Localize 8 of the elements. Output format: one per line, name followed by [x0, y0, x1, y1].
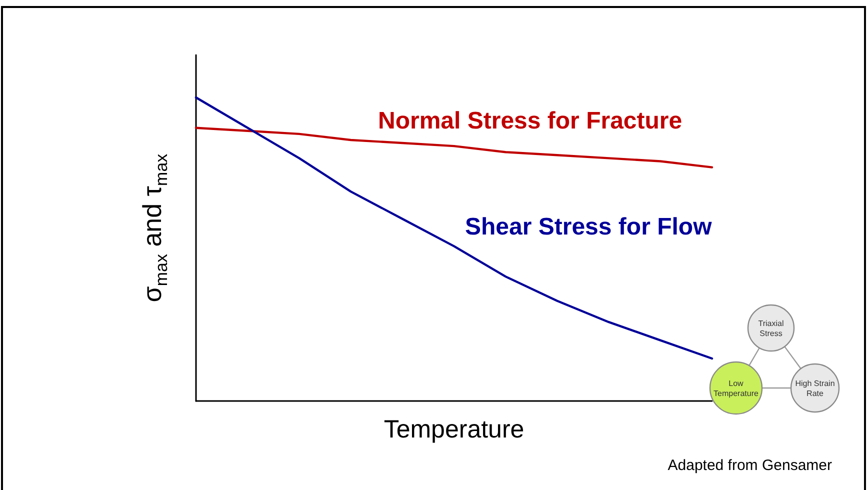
y-axis-title: σmax and τmax	[137, 153, 171, 302]
series-label: Normal Stress for Fracture	[378, 108, 682, 134]
circle-node: Low Temperature	[709, 361, 763, 415]
circle-node: High Strain Rate	[790, 363, 840, 413]
text: Adapted from Gensamer	[668, 457, 832, 474]
circle-node: Triaxial Stress	[747, 304, 795, 352]
series-label: Shear Stress for Flow	[465, 214, 712, 240]
x-axis-title: Temperature	[384, 416, 524, 444]
